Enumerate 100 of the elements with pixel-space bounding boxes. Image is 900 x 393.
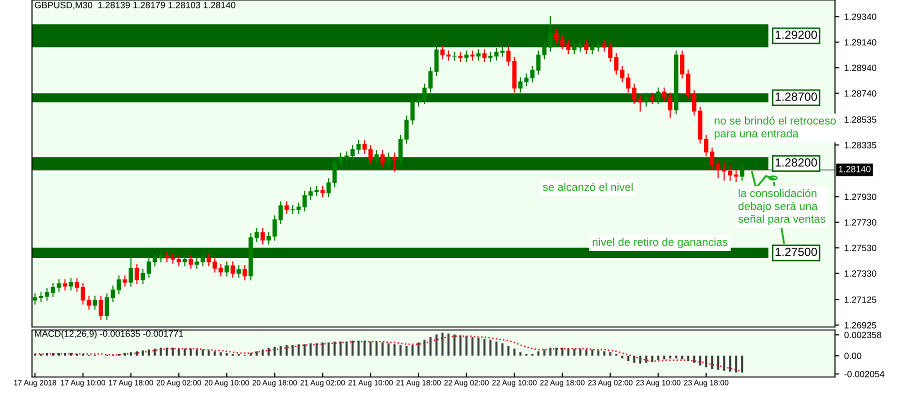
bar xyxy=(328,342,330,356)
bar xyxy=(447,334,450,356)
bar xyxy=(639,356,642,364)
annotation: nivel de retiro de ganancias xyxy=(592,238,728,248)
bar xyxy=(699,356,702,366)
bar xyxy=(465,336,468,356)
y-tick-label: 1.28335 xyxy=(844,142,876,148)
bar xyxy=(394,344,396,356)
candlestick xyxy=(644,92,648,107)
bar xyxy=(549,348,552,356)
candlestick xyxy=(320,186,325,198)
bar xyxy=(352,340,354,356)
y-tick-label: 1.28535 xyxy=(844,116,876,123)
candlestick xyxy=(74,278,80,292)
bar xyxy=(226,353,228,356)
candlestick xyxy=(650,92,654,104)
y-tick-label: 1.29340 xyxy=(844,14,876,20)
bar xyxy=(735,356,738,373)
y-tick-label: 0.002358 xyxy=(844,332,882,338)
bar xyxy=(358,340,360,356)
bar xyxy=(196,350,198,356)
y-tick-label: 1.27125 xyxy=(844,296,876,303)
bar xyxy=(477,338,480,356)
bar xyxy=(591,350,594,356)
bar xyxy=(495,342,498,356)
bar xyxy=(262,350,264,356)
bar xyxy=(298,344,300,356)
bar xyxy=(561,348,564,356)
y-tick-label: 1.27930 xyxy=(844,194,876,200)
candlestick xyxy=(494,48,499,61)
bar xyxy=(190,348,192,356)
bar xyxy=(382,342,384,356)
bar xyxy=(316,343,318,356)
bar xyxy=(705,356,708,368)
bar xyxy=(334,342,336,356)
bar xyxy=(573,348,576,356)
bar xyxy=(250,353,252,356)
bar xyxy=(346,342,348,356)
bar xyxy=(148,350,150,356)
bar xyxy=(130,352,132,356)
candlestick xyxy=(380,150,385,167)
bar xyxy=(597,350,600,356)
bar xyxy=(657,356,660,360)
y-tick-label: 1.27330 xyxy=(844,270,876,277)
bar xyxy=(741,356,744,373)
bar xyxy=(501,343,504,356)
candlestick xyxy=(440,45,445,60)
bar xyxy=(376,342,378,356)
bar xyxy=(220,352,222,356)
bar xyxy=(633,356,636,363)
bar xyxy=(172,348,174,356)
bar xyxy=(675,356,678,358)
chart-title: MACD(12,26,9) -0.001635 -0.001771 xyxy=(35,330,184,339)
candlestick xyxy=(368,145,373,164)
bar xyxy=(70,353,72,356)
bar xyxy=(256,351,258,356)
y-tick-label: 1.27730 xyxy=(844,219,876,226)
bar xyxy=(423,340,426,356)
bar xyxy=(609,352,612,356)
bar xyxy=(489,340,492,356)
bar xyxy=(202,350,204,356)
candlestick xyxy=(86,296,92,310)
candlestick xyxy=(128,257,134,287)
candlestick xyxy=(656,88,660,104)
bar xyxy=(268,348,270,356)
bar xyxy=(292,345,294,356)
band-label: 1.28200 xyxy=(776,158,817,167)
bar xyxy=(322,342,324,356)
bar xyxy=(519,352,522,356)
candlestick xyxy=(506,46,511,66)
bar xyxy=(621,356,624,358)
bar xyxy=(717,356,720,370)
y-tick-label: -0.002054 xyxy=(844,370,884,378)
candlestick xyxy=(482,49,487,62)
candlestick xyxy=(230,261,235,278)
bar xyxy=(208,350,210,356)
bar xyxy=(214,351,216,356)
annotation: se alcanzó el nivel xyxy=(542,182,633,191)
bar xyxy=(411,345,414,356)
bar xyxy=(388,343,390,356)
band-label: 1.28700 xyxy=(776,92,817,101)
candlestick xyxy=(428,67,433,93)
bar xyxy=(453,334,456,356)
candlestick xyxy=(50,283,56,297)
candlestick xyxy=(98,296,104,320)
candlestick xyxy=(386,152,391,167)
candlestick xyxy=(260,228,265,245)
bar xyxy=(627,356,630,362)
candlestick xyxy=(362,140,367,154)
bar xyxy=(681,356,684,360)
y-tick-label: 1.26925 xyxy=(844,322,876,328)
bar xyxy=(513,348,516,356)
candlestick xyxy=(434,45,439,76)
candlestick xyxy=(584,40,588,54)
bar xyxy=(46,353,48,356)
bar xyxy=(723,356,726,371)
annotation: la consolidación debajo será una señal para ventas xyxy=(738,188,826,226)
bar xyxy=(184,348,186,356)
bar xyxy=(64,353,66,356)
candlestick xyxy=(62,279,68,291)
